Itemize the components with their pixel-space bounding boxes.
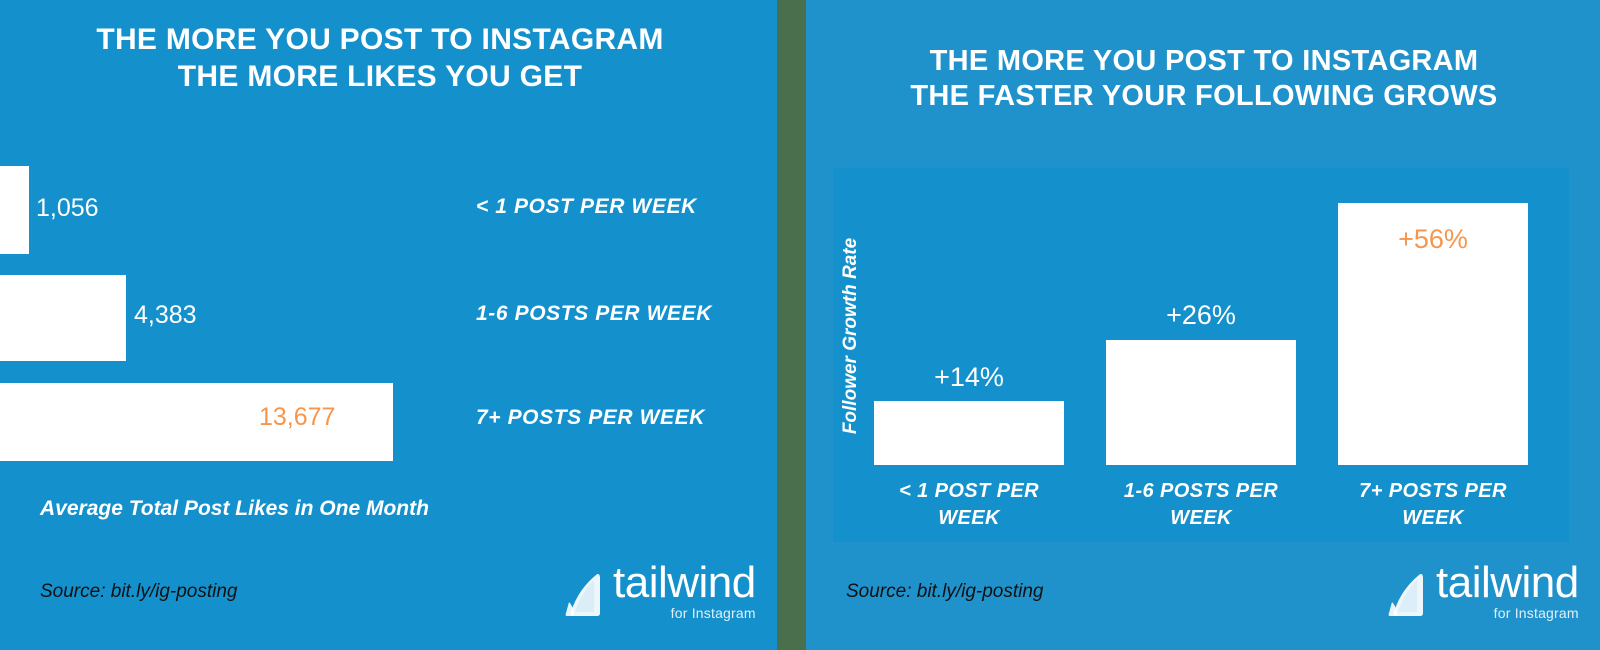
hbar-value-1: 1,056 bbox=[36, 194, 99, 222]
logo-wordmark: tailwind bbox=[1436, 558, 1579, 607]
sail-icon bbox=[565, 573, 600, 616]
hbar-7-plus-posts bbox=[0, 383, 393, 461]
left-title-line-1: THE MORE YOU POST TO INSTAGRAM bbox=[96, 23, 664, 56]
hbar-less-than-1-post bbox=[0, 166, 29, 254]
right-title-line-2: THE FASTER YOUR FOLLOWING GROWS bbox=[910, 80, 1498, 113]
logo-text-block: tailwind for Instagram bbox=[613, 558, 756, 621]
vbar-category-2: 1-6 POSTS PER WEEK bbox=[1123, 480, 1279, 529]
vbar-value-1: +14% bbox=[934, 362, 1004, 392]
left-panel-title: THE MORE YOU POST TO INSTAGRAM THE MORE … bbox=[30, 22, 730, 95]
left-panel: THE MORE YOU POST TO INSTAGRAM THE MORE … bbox=[0, 0, 777, 650]
right-y-axis-label: Follower Growth Rate bbox=[836, 196, 866, 476]
vbar-7-plus-posts bbox=[1338, 203, 1528, 465]
sail-icon bbox=[1388, 573, 1423, 616]
left-tailwind-logo: tailwind for Instagram bbox=[565, 558, 756, 621]
right-y-axis-label-text: Follower Growth Rate bbox=[840, 237, 861, 435]
vbar-category-1: < 1 POST PER WEEK bbox=[899, 480, 1039, 529]
hbar-category-1: < 1 POST PER WEEK bbox=[476, 195, 697, 218]
right-source-text: Source: bit.ly/ig-posting bbox=[846, 581, 1044, 602]
panel-divider bbox=[777, 0, 806, 650]
left-source-text: Source: bit.ly/ig-posting bbox=[40, 581, 238, 602]
vbar-value-2: +26% bbox=[1166, 300, 1236, 330]
hbar-category-3: 7+ POSTS PER WEEK bbox=[476, 406, 706, 429]
logo-wordmark: tailwind bbox=[613, 558, 756, 607]
left-title-line-2: THE MORE LIKES YOU GET bbox=[177, 59, 583, 93]
right-panel-title: THE MORE YOU POST TO INSTAGRAM THE FASTE… bbox=[836, 44, 1572, 115]
vbar-1-6-posts bbox=[1106, 340, 1296, 465]
logo-subtitle: for Instagram bbox=[1493, 604, 1579, 621]
right-tailwind-logo: tailwind for Instagram bbox=[1388, 558, 1579, 621]
hbar-value-2: 4,383 bbox=[134, 301, 197, 329]
logo-subtitle: for Instagram bbox=[670, 604, 756, 621]
logo-text-block: tailwind for Instagram bbox=[1436, 558, 1579, 621]
hbar-category-2: 1-6 POSTS PER WEEK bbox=[476, 302, 713, 325]
right-title-line-1: THE MORE YOU POST TO INSTAGRAM bbox=[929, 45, 1479, 77]
vbar-less-than-1-post bbox=[874, 401, 1064, 465]
left-axis-caption: Average Total Post Likes in One Month bbox=[40, 497, 429, 520]
hbar-1-6-posts bbox=[0, 275, 126, 361]
hbar-value-3: 13,677 bbox=[259, 403, 336, 431]
vbar-category-3: 7+ POSTS PER WEEK bbox=[1359, 480, 1507, 529]
vbar-value-3: +56% bbox=[1398, 224, 1468, 254]
